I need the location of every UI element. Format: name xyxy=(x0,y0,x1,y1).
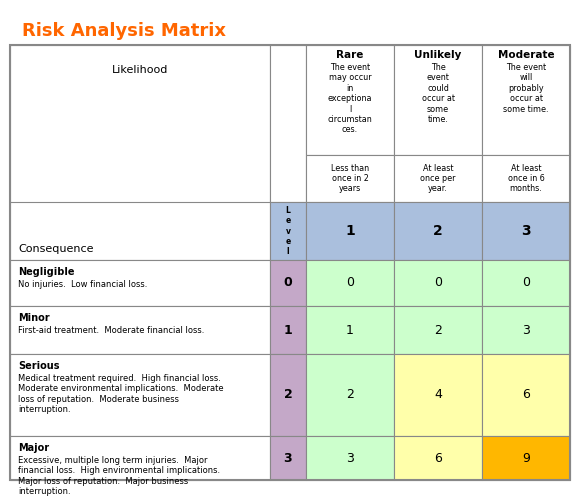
Bar xyxy=(306,260,394,306)
Bar xyxy=(306,202,394,260)
Bar xyxy=(482,45,570,155)
Text: 3: 3 xyxy=(346,452,354,464)
Bar xyxy=(394,155,482,202)
Text: Major: Major xyxy=(18,443,49,453)
Bar xyxy=(270,354,306,436)
Bar xyxy=(394,306,482,354)
Text: 2: 2 xyxy=(284,388,292,402)
Text: Serious: Serious xyxy=(18,361,60,371)
Text: 2: 2 xyxy=(433,224,443,238)
Text: 0: 0 xyxy=(522,276,530,289)
Bar xyxy=(10,354,270,436)
Bar xyxy=(394,354,482,436)
Text: 3: 3 xyxy=(284,452,292,464)
Text: L
e
v
e
l: L e v e l xyxy=(285,206,291,256)
Text: Moderate: Moderate xyxy=(498,50,554,60)
Text: Less than
once in 2
years: Less than once in 2 years xyxy=(331,164,369,194)
Text: Excessive, multiple long term injuries.  Major
financial loss.  High environment: Excessive, multiple long term injuries. … xyxy=(18,456,220,496)
Text: Consequence: Consequence xyxy=(18,244,93,254)
Text: 3: 3 xyxy=(522,324,530,336)
Text: 2: 2 xyxy=(346,388,354,402)
Bar xyxy=(482,260,570,306)
Bar xyxy=(10,436,270,480)
Bar xyxy=(10,45,270,260)
Bar xyxy=(482,354,570,436)
Bar xyxy=(482,155,570,202)
Text: The event
will
probably
occur at
some time.: The event will probably occur at some ti… xyxy=(503,63,549,114)
Text: At least
once per
year.: At least once per year. xyxy=(420,164,456,194)
Text: Rare: Rare xyxy=(336,50,364,60)
Bar xyxy=(306,354,394,436)
Text: Medical treatment required.  High financial loss.
Moderate environmental implica: Medical treatment required. High financi… xyxy=(18,374,224,414)
Bar xyxy=(306,45,394,155)
Bar xyxy=(270,260,306,306)
Bar xyxy=(270,202,306,260)
Text: 1: 1 xyxy=(345,224,355,238)
Bar xyxy=(270,45,306,202)
Bar xyxy=(482,202,570,260)
Text: Unlikely: Unlikely xyxy=(414,50,462,60)
Bar xyxy=(306,436,394,480)
Text: 6: 6 xyxy=(522,388,530,402)
Text: The
event
could
occur at
some
time.: The event could occur at some time. xyxy=(422,63,455,124)
Bar xyxy=(270,306,306,354)
Text: 2: 2 xyxy=(434,324,442,336)
Bar xyxy=(482,306,570,354)
Bar xyxy=(394,260,482,306)
Bar xyxy=(270,436,306,480)
Bar xyxy=(10,202,270,260)
Bar xyxy=(10,45,570,480)
Text: 1: 1 xyxy=(284,324,292,336)
Text: First-aid treatment.  Moderate financial loss.: First-aid treatment. Moderate financial … xyxy=(18,326,204,335)
Text: Risk Analysis Matrix: Risk Analysis Matrix xyxy=(22,22,226,40)
Text: 1: 1 xyxy=(346,324,354,336)
Text: The event
may occur
in
exceptiona
l
circumstan
ces.: The event may occur in exceptiona l circ… xyxy=(328,63,372,134)
Text: 0: 0 xyxy=(284,276,292,289)
Text: Likelihood: Likelihood xyxy=(112,65,168,75)
Text: At least
once in 6
months.: At least once in 6 months. xyxy=(508,164,545,194)
Text: 0: 0 xyxy=(346,276,354,289)
Text: 0: 0 xyxy=(434,276,442,289)
Bar xyxy=(306,306,394,354)
Bar xyxy=(306,155,394,202)
Text: No injuries.  Low financial loss.: No injuries. Low financial loss. xyxy=(18,280,147,289)
Text: 3: 3 xyxy=(521,224,531,238)
Text: 6: 6 xyxy=(434,452,442,464)
Text: Negligible: Negligible xyxy=(18,267,74,277)
Text: 9: 9 xyxy=(522,452,530,464)
Bar xyxy=(394,45,482,155)
Text: Minor: Minor xyxy=(18,313,50,323)
Bar xyxy=(394,202,482,260)
Bar xyxy=(482,436,570,480)
Bar xyxy=(10,260,270,306)
Bar xyxy=(10,306,270,354)
Bar xyxy=(394,436,482,480)
Text: 4: 4 xyxy=(434,388,442,402)
